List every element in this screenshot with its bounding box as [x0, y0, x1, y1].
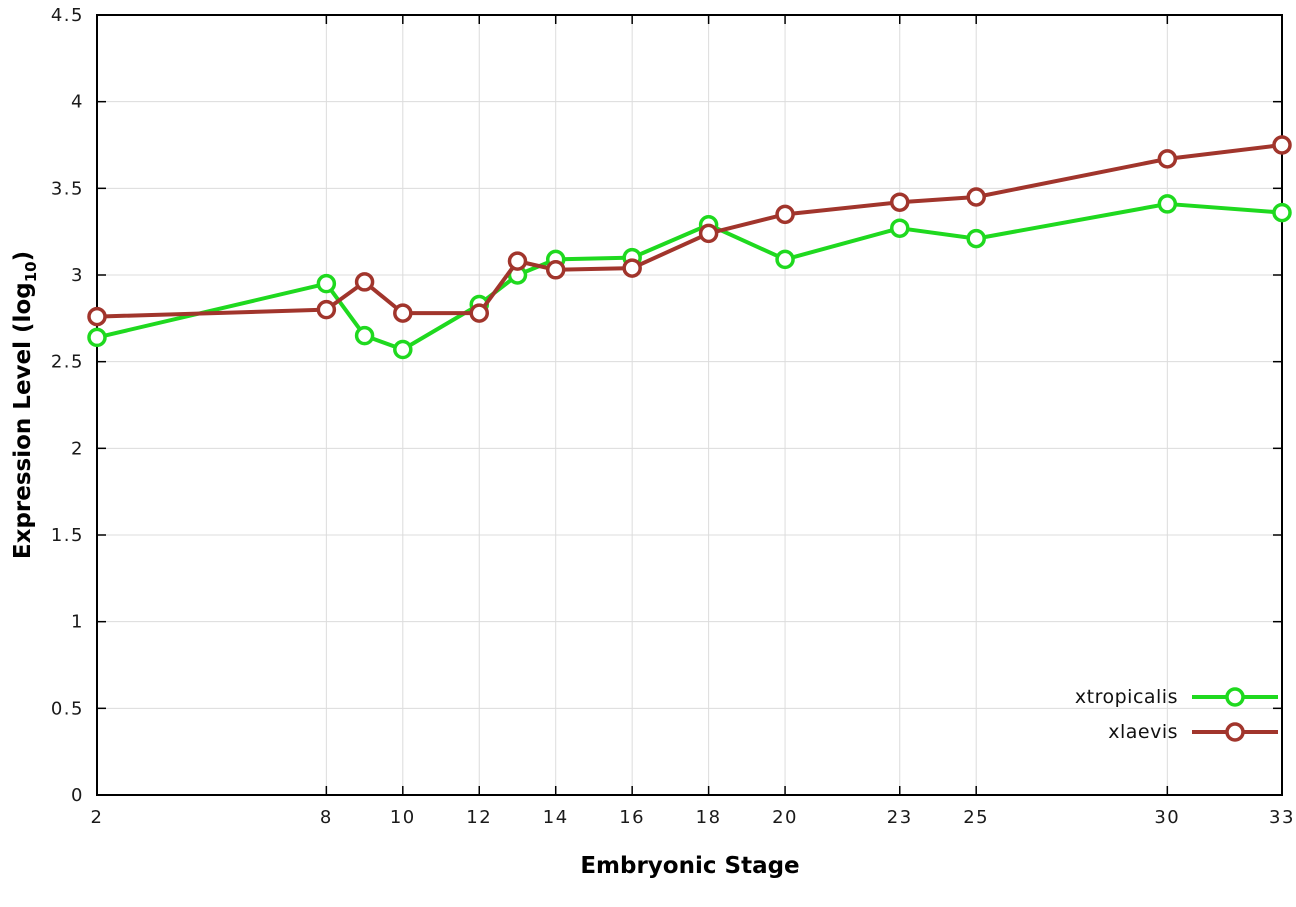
- data-point-xtropicalis: [1272, 202, 1292, 223]
- data-point-xlaevis: [393, 303, 413, 323]
- data-point-xtropicalis: [393, 339, 413, 360]
- x-tick-label: 30: [1154, 807, 1180, 828]
- x-tick-label: 18: [696, 807, 722, 828]
- data-point-xlaevis: [775, 204, 795, 225]
- y-tick-label: 1.5: [51, 525, 84, 546]
- data-point-xlaevis: [87, 306, 107, 327]
- data-point-xlaevis: [622, 258, 642, 278]
- y-axis-title: Expression Level (log10): [10, 251, 40, 559]
- data-point-xlaevis: [698, 223, 719, 244]
- series-line-xtropicalis: [95, 201, 1284, 352]
- data-point-xlaevis: [316, 299, 337, 320]
- x-tick-label: 2: [91, 807, 104, 828]
- legend: xtropicalis xlaevis: [1075, 684, 1280, 745]
- data-point-xtropicalis: [316, 273, 337, 294]
- data-point-xtropicalis: [87, 327, 107, 348]
- y-tick-label: 3.5: [51, 178, 84, 199]
- x-tick-label: 33: [1269, 807, 1295, 828]
- legend-item-xtropicalis: xtropicalis: [1075, 684, 1280, 710]
- x-tick-label: 16: [619, 807, 645, 828]
- y-axis-title-suffix: ): [10, 251, 36, 262]
- data-point-xlaevis: [545, 260, 566, 280]
- data-point-xlaevis: [1272, 135, 1292, 155]
- data-point-xlaevis: [966, 187, 986, 207]
- legend-sample-xlaevis: [1192, 722, 1278, 742]
- legend-label-xtropicalis: xtropicalis: [1074, 686, 1178, 708]
- x-tick-label: 8: [320, 807, 333, 828]
- y-tick-label: 0: [71, 785, 84, 806]
- legend-item-xlaevis: xlaevis: [1108, 719, 1280, 745]
- legend-sample-xtropicalis: [1192, 687, 1278, 707]
- x-tick-label: 20: [772, 807, 798, 828]
- y-tick-label: 4.5: [51, 5, 84, 26]
- y-tick-label: 1: [71, 612, 84, 633]
- y-tick-label: 4: [71, 92, 84, 113]
- data-point-xlaevis: [469, 303, 490, 323]
- y-axis-title-prefix: Expression Level (log: [10, 282, 36, 559]
- data-point-xlaevis: [1157, 149, 1178, 169]
- y-axis-title-subscript: 10: [22, 261, 40, 282]
- y-tick-label: 0.5: [51, 698, 84, 719]
- data-point-xtropicalis: [966, 228, 986, 249]
- x-tick-label: 25: [963, 807, 989, 828]
- legend-marker-xtropicalis: [1225, 687, 1245, 707]
- x-tick-label: 14: [543, 807, 569, 828]
- y-tick-label: 2: [71, 438, 84, 459]
- legend-label-xlaevis: xlaevis: [1108, 721, 1178, 743]
- x-axis-title: Embryonic Stage: [580, 853, 799, 879]
- legend-marker-xlaevis: [1225, 722, 1245, 742]
- data-point-xtropicalis: [775, 249, 795, 270]
- data-point-xlaevis: [507, 251, 528, 271]
- data-point-xtropicalis: [354, 325, 375, 346]
- x-tick-label: 23: [887, 807, 913, 828]
- data-point-xlaevis: [889, 192, 910, 212]
- plot-border: [96, 14, 1283, 796]
- x-tick-label: 10: [390, 807, 416, 828]
- data-point-xlaevis: [354, 272, 375, 292]
- y-tick-label: 3: [71, 265, 84, 286]
- x-tick-label: 12: [466, 807, 492, 828]
- y-tick-label: 2.5: [51, 352, 84, 373]
- data-point-xtropicalis: [1157, 194, 1178, 214]
- data-point-xtropicalis: [889, 218, 910, 238]
